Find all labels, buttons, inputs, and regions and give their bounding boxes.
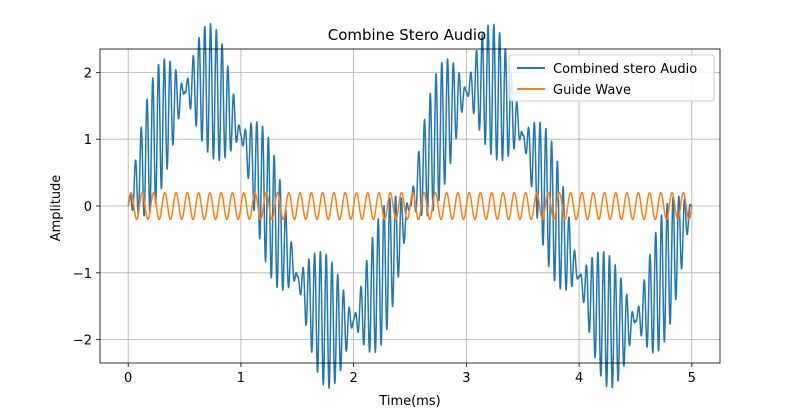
y-tick-label: 2 [84,66,92,81]
y-tick-label: −1 [73,267,92,282]
x-tick-label: 1 [237,371,245,386]
x-tick-label: 2 [349,371,357,386]
series-layer [127,23,693,389]
x-tick-label: 3 [462,371,470,386]
x-axis-label: Time(ms) [378,394,440,409]
series-guide-wave [127,191,693,221]
y-axis: −2 −1 0 1 2 [73,66,100,349]
legend-label-guide: Guide Wave [553,83,631,98]
y-tick-label: 1 [84,133,92,148]
chart-title: Combine Stero Audio [328,26,487,44]
legend: Combined stero Audio Guide Wave [508,54,715,102]
y-tick-label: −2 [73,334,92,349]
x-tick-label: 0 [124,371,132,386]
y-tick-label: 0 [84,200,92,215]
y-axis-label: Amplitude [49,175,64,242]
x-tick-label: 4 [575,371,583,386]
legend-box [508,54,715,102]
x-tick-label: 5 [688,371,696,386]
legend-label-combined: Combined stero Audio [553,62,697,77]
x-axis: 0 1 2 3 4 5 [124,363,696,386]
